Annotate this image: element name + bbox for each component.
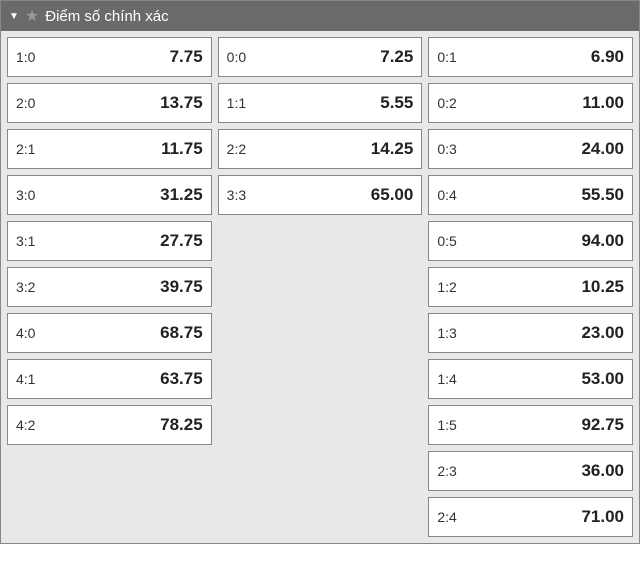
column-draw: 0:0 7.25 1:1 5.55 2:2 14.25 3:3 65.00 [218, 37, 423, 537]
score-label: 2:0 [16, 95, 35, 111]
odds-cell[interactable]: 4:2 78.25 [7, 405, 212, 445]
odds-cell[interactable]: 1:1 5.55 [218, 83, 423, 123]
odds-value: 68.75 [160, 323, 203, 343]
odds-cell[interactable]: 3:0 31.25 [7, 175, 212, 215]
correct-score-panel: ▼ ★ Điểm số chính xác 1:0 7.75 2:0 13.75 2:1… [0, 0, 640, 544]
odds-cell[interactable]: 4:0 68.75 [7, 313, 212, 353]
odds-cell[interactable]: 1:0 7.75 [7, 37, 212, 77]
odds-value: 14.25 [371, 139, 414, 159]
score-label: 0:5 [437, 233, 456, 249]
panel-body: 1:07.752:013.752:111.753:031.253:127.753… [1, 31, 639, 543]
odds-cell[interactable]: 2:4 71.00 [428, 497, 633, 537]
odds-value: 71.00 [581, 507, 624, 527]
odds-value: 7.25 [380, 47, 413, 67]
odds-cell[interactable]: 0:2 11.00 [428, 83, 633, 123]
odds-cell[interactable]: 0:0 7.25 [218, 37, 423, 77]
score-label: 3:1 [16, 233, 35, 249]
score-label: 1:1 [227, 95, 246, 111]
score-label: 3:2 [16, 279, 35, 295]
odds-value: 65.00 [371, 185, 414, 205]
odds-value: 6.90 [591, 47, 624, 67]
score-label: 1:5 [437, 417, 456, 433]
odds-value: 39.75 [160, 277, 203, 297]
odds-value: 23.00 [581, 323, 624, 343]
odds-value: 13.75 [160, 93, 203, 113]
odds-cell[interactable]: 1:2 10.25 [428, 267, 633, 307]
odds-value: 55.50 [581, 185, 624, 205]
odds-value: 11.75 [161, 139, 203, 159]
score-label: 2:3 [437, 463, 456, 479]
odds-cell[interactable]: 2:2 14.25 [218, 129, 423, 169]
odds-value: 94.00 [581, 231, 624, 251]
odds-cell[interactable]: 3:1 27.75 [7, 221, 212, 261]
column-home: 1:07.752:013.752:111.753:031.253:127.753… [7, 37, 212, 537]
score-label: 2:2 [227, 141, 246, 157]
odds-value: 27.75 [160, 231, 203, 251]
chevron-down-icon: ▼ [9, 11, 19, 22]
odds-cell[interactable]: 0:3 24.00 [428, 129, 633, 169]
odds-value: 36.00 [581, 461, 624, 481]
star-icon[interactable]: ★ [25, 6, 39, 26]
odds-cell[interactable]: 0:1 6.90 [428, 37, 633, 77]
odds-value: 24.00 [581, 139, 624, 159]
score-label: 0:1 [437, 49, 456, 65]
score-label: 3:0 [16, 187, 35, 203]
odds-cell[interactable]: 4:1 63.75 [7, 359, 212, 399]
odds-cell[interactable]: 2:0 13.75 [7, 83, 212, 123]
odds-value: 31.25 [160, 185, 203, 205]
odds-cell[interactable]: 1:5 92.75 [428, 405, 633, 445]
odds-cell[interactable]: 3:3 65.00 [218, 175, 423, 215]
score-label: 0:4 [437, 187, 456, 203]
score-label: 4:0 [16, 325, 35, 341]
score-label: 3:3 [227, 187, 246, 203]
odds-value: 78.25 [160, 415, 203, 435]
odds-value: 5.55 [380, 93, 413, 113]
score-label: 1:4 [437, 371, 456, 387]
score-label: 0:3 [437, 141, 456, 157]
odds-value: 7.75 [170, 47, 203, 67]
score-label: 4:2 [16, 417, 35, 433]
odds-value: 53.00 [581, 369, 624, 389]
odds-cell[interactable]: 0:4 55.50 [428, 175, 633, 215]
score-label: 1:2 [437, 279, 456, 295]
odds-cell[interactable]: 1:4 53.00 [428, 359, 633, 399]
odds-value: 10.25 [581, 277, 624, 297]
column-away: 0:1 6.90 0:2 11.00 0:3 24.00 0:4 55.50 0:5 94.00 1… [428, 37, 633, 537]
score-label: 0:2 [437, 95, 456, 111]
score-label: 2:4 [437, 509, 456, 525]
odds-value: 11.00 [582, 93, 624, 113]
odds-cell[interactable]: 3:2 39.75 [7, 267, 212, 307]
odds-value: 63.75 [160, 369, 203, 389]
odds-cell[interactable]: 2:3 36.00 [428, 451, 633, 491]
panel-title: Điểm số chính xác [45, 8, 168, 25]
score-label: 0:0 [227, 49, 246, 65]
odds-cell[interactable]: 0:5 94.00 [428, 221, 633, 261]
score-label: 2:1 [16, 141, 35, 157]
score-label: 1:0 [16, 49, 35, 65]
panel-header[interactable]: ▼ ★ Điểm số chính xác [1, 1, 639, 31]
odds-cell[interactable]: 2:1 11.75 [7, 129, 212, 169]
score-label: 1:3 [437, 325, 456, 341]
odds-cell[interactable]: 1:3 23.00 [428, 313, 633, 353]
odds-value: 92.75 [581, 415, 624, 435]
score-label: 4:1 [16, 371, 35, 387]
